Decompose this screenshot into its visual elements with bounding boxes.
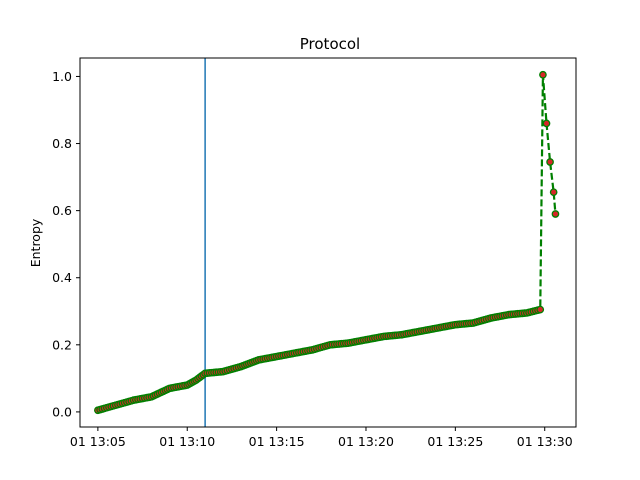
x-tick-label: 01 13:30 <box>517 434 573 449</box>
plot-area <box>94 58 560 427</box>
axes-frame <box>79 57 577 428</box>
y-tick-label: 0.2 <box>52 337 72 352</box>
y-tick-label: 0.8 <box>52 136 72 151</box>
chart-title: Protocol <box>300 35 360 53</box>
x-axis: 01 13:05 01 13:10 01 13:15 01 13:20 01 13:25… <box>70 427 573 449</box>
y-tick-label: 1.0 <box>52 69 72 84</box>
data-point <box>549 188 558 197</box>
y-tick-label: 0.4 <box>52 270 72 285</box>
x-tick-label: 01 13:05 <box>70 434 126 449</box>
data-point <box>542 119 551 128</box>
data-point <box>539 70 547 79</box>
x-tick-label: 01 13:10 <box>159 434 215 449</box>
data-point <box>536 305 545 314</box>
y-axis-label: Entropy <box>28 218 43 267</box>
x-tick-label: 01 13:20 <box>338 434 394 449</box>
data-point <box>546 158 554 166</box>
y-tick-label: 0.6 <box>52 203 72 218</box>
x-tick-label: 01 13:15 <box>249 434 305 449</box>
y-tick-label: 0.0 <box>52 404 72 419</box>
data-point <box>551 210 560 218</box>
x-tick-label: 01 13:25 <box>427 434 483 449</box>
y-axis: 0.0 0.2 0.4 0.6 0.8 1.0 <box>52 69 80 419</box>
